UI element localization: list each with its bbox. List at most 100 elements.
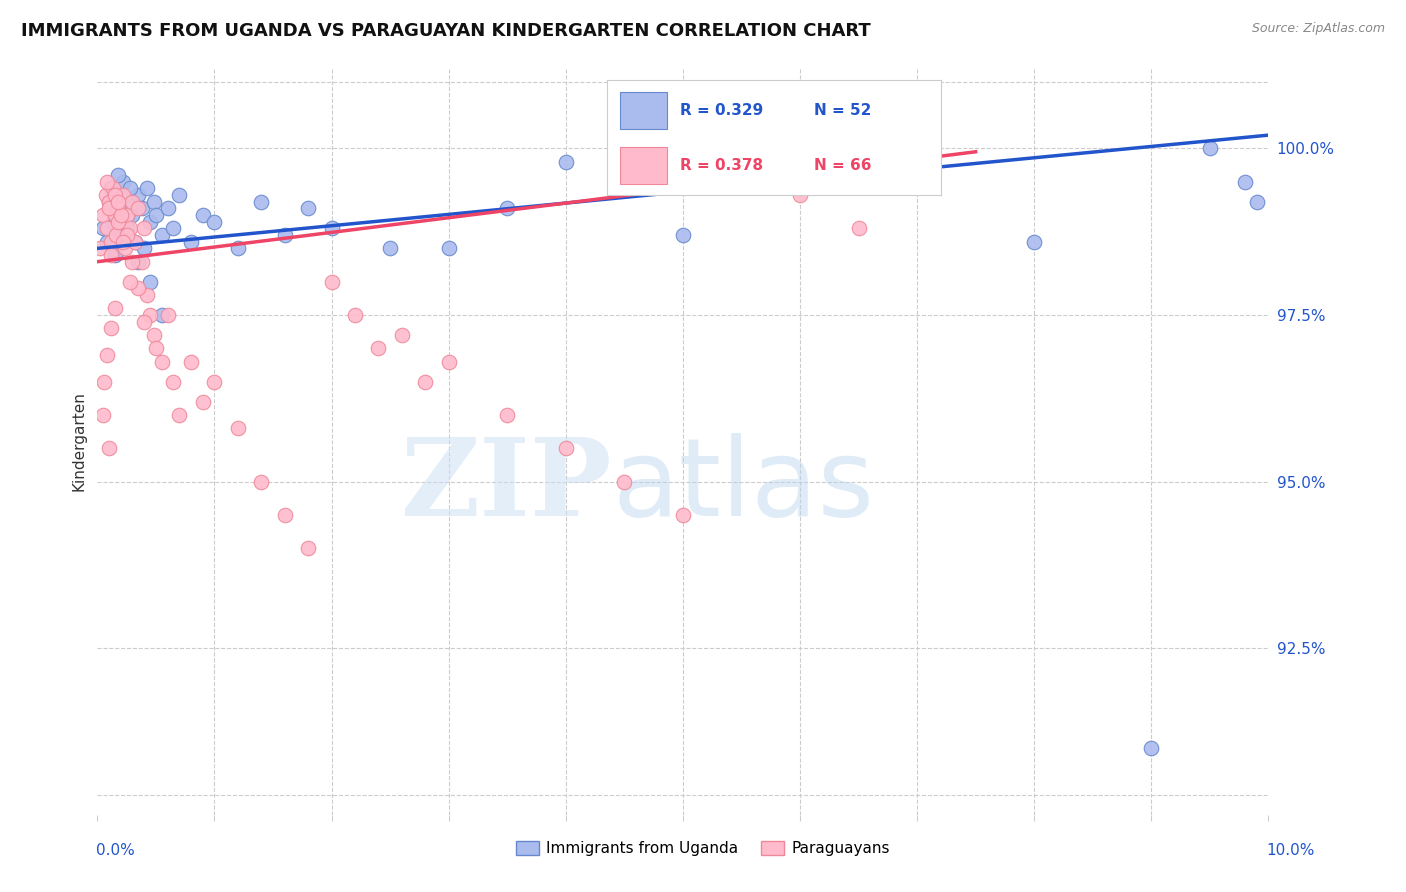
- Point: [191, 394, 214, 409]
- Point: [135, 288, 157, 302]
- Point: [100, 235, 122, 249]
- Text: IMMIGRANTS FROM UGANDA VS PARAGUAYAN KINDERGARTEN CORRELATION CHART: IMMIGRANTS FROM UGANDA VS PARAGUAYAN KIN…: [21, 22, 870, 40]
- Point: [391, 328, 413, 343]
- Text: 0.0%: 0.0%: [96, 843, 135, 857]
- Point: [104, 188, 127, 202]
- Point: [107, 215, 129, 229]
- Point: [1140, 741, 1163, 756]
- Point: [120, 194, 142, 209]
- Point: [100, 181, 122, 195]
- Point: [120, 275, 142, 289]
- Point: [191, 208, 214, 222]
- Point: [112, 175, 135, 189]
- Point: [110, 202, 132, 216]
- Point: [789, 188, 811, 202]
- Point: [104, 208, 127, 222]
- Point: [905, 154, 928, 169]
- Point: [169, 408, 191, 422]
- Point: [96, 235, 118, 249]
- Point: [134, 315, 156, 329]
- Point: [169, 188, 191, 202]
- Point: [321, 221, 343, 235]
- Point: [848, 221, 870, 235]
- Point: [127, 188, 149, 202]
- Point: [94, 188, 117, 202]
- Point: [274, 228, 297, 243]
- Point: [104, 248, 127, 262]
- Point: [204, 375, 226, 389]
- Point: [496, 202, 519, 216]
- Point: [613, 475, 636, 489]
- Point: [124, 235, 146, 249]
- Point: [121, 254, 143, 268]
- Point: [226, 421, 249, 435]
- Point: [104, 188, 127, 202]
- Point: [730, 175, 752, 189]
- Point: [250, 475, 273, 489]
- Point: [127, 202, 149, 216]
- Point: [120, 181, 142, 195]
- Point: [100, 321, 122, 335]
- Text: Source: ZipAtlas.com: Source: ZipAtlas.com: [1251, 22, 1385, 36]
- Point: [121, 208, 143, 222]
- Point: [150, 354, 173, 368]
- Point: [115, 208, 138, 222]
- Point: [672, 228, 695, 243]
- Point: [107, 228, 129, 243]
- Point: [98, 194, 121, 209]
- Point: [135, 181, 157, 195]
- Point: [89, 241, 111, 255]
- Point: [180, 235, 202, 249]
- Point: [150, 228, 173, 243]
- Point: [104, 208, 127, 222]
- Point: [162, 375, 184, 389]
- Point: [226, 241, 249, 255]
- Point: [150, 308, 173, 322]
- Point: [107, 168, 129, 182]
- Point: [554, 154, 576, 169]
- Point: [297, 541, 319, 555]
- Point: [156, 308, 179, 322]
- Point: [112, 235, 135, 249]
- Point: [156, 202, 179, 216]
- Point: [127, 254, 149, 268]
- Point: [413, 375, 436, 389]
- Point: [91, 408, 114, 422]
- Point: [139, 215, 162, 229]
- Point: [96, 175, 118, 189]
- Point: [127, 281, 149, 295]
- Point: [93, 375, 115, 389]
- Point: [204, 215, 226, 229]
- Point: [91, 221, 114, 235]
- Point: [134, 241, 156, 255]
- Text: atlas: atlas: [613, 434, 875, 540]
- Point: [110, 215, 132, 229]
- Point: [98, 202, 121, 216]
- Point: [672, 508, 695, 522]
- Point: [142, 194, 165, 209]
- Point: [343, 308, 366, 322]
- Point: [1024, 235, 1046, 249]
- Point: [131, 202, 153, 216]
- Point: [134, 221, 156, 235]
- Point: [107, 194, 129, 209]
- Point: [139, 308, 162, 322]
- Point: [145, 208, 167, 222]
- Point: [96, 221, 118, 235]
- Point: [139, 275, 162, 289]
- Legend: Immigrants from Uganda, Paraguayans: Immigrants from Uganda, Paraguayans: [509, 835, 897, 862]
- Point: [367, 341, 389, 355]
- Text: ZIP: ZIP: [401, 434, 613, 540]
- Point: [180, 354, 202, 368]
- Point: [120, 221, 142, 235]
- Point: [496, 408, 519, 422]
- Point: [115, 221, 138, 235]
- Point: [131, 254, 153, 268]
- Point: [115, 208, 138, 222]
- Point: [115, 228, 138, 243]
- Point: [114, 241, 136, 255]
- Point: [104, 301, 127, 316]
- Point: [437, 241, 460, 255]
- Point: [1233, 175, 1256, 189]
- Point: [162, 221, 184, 235]
